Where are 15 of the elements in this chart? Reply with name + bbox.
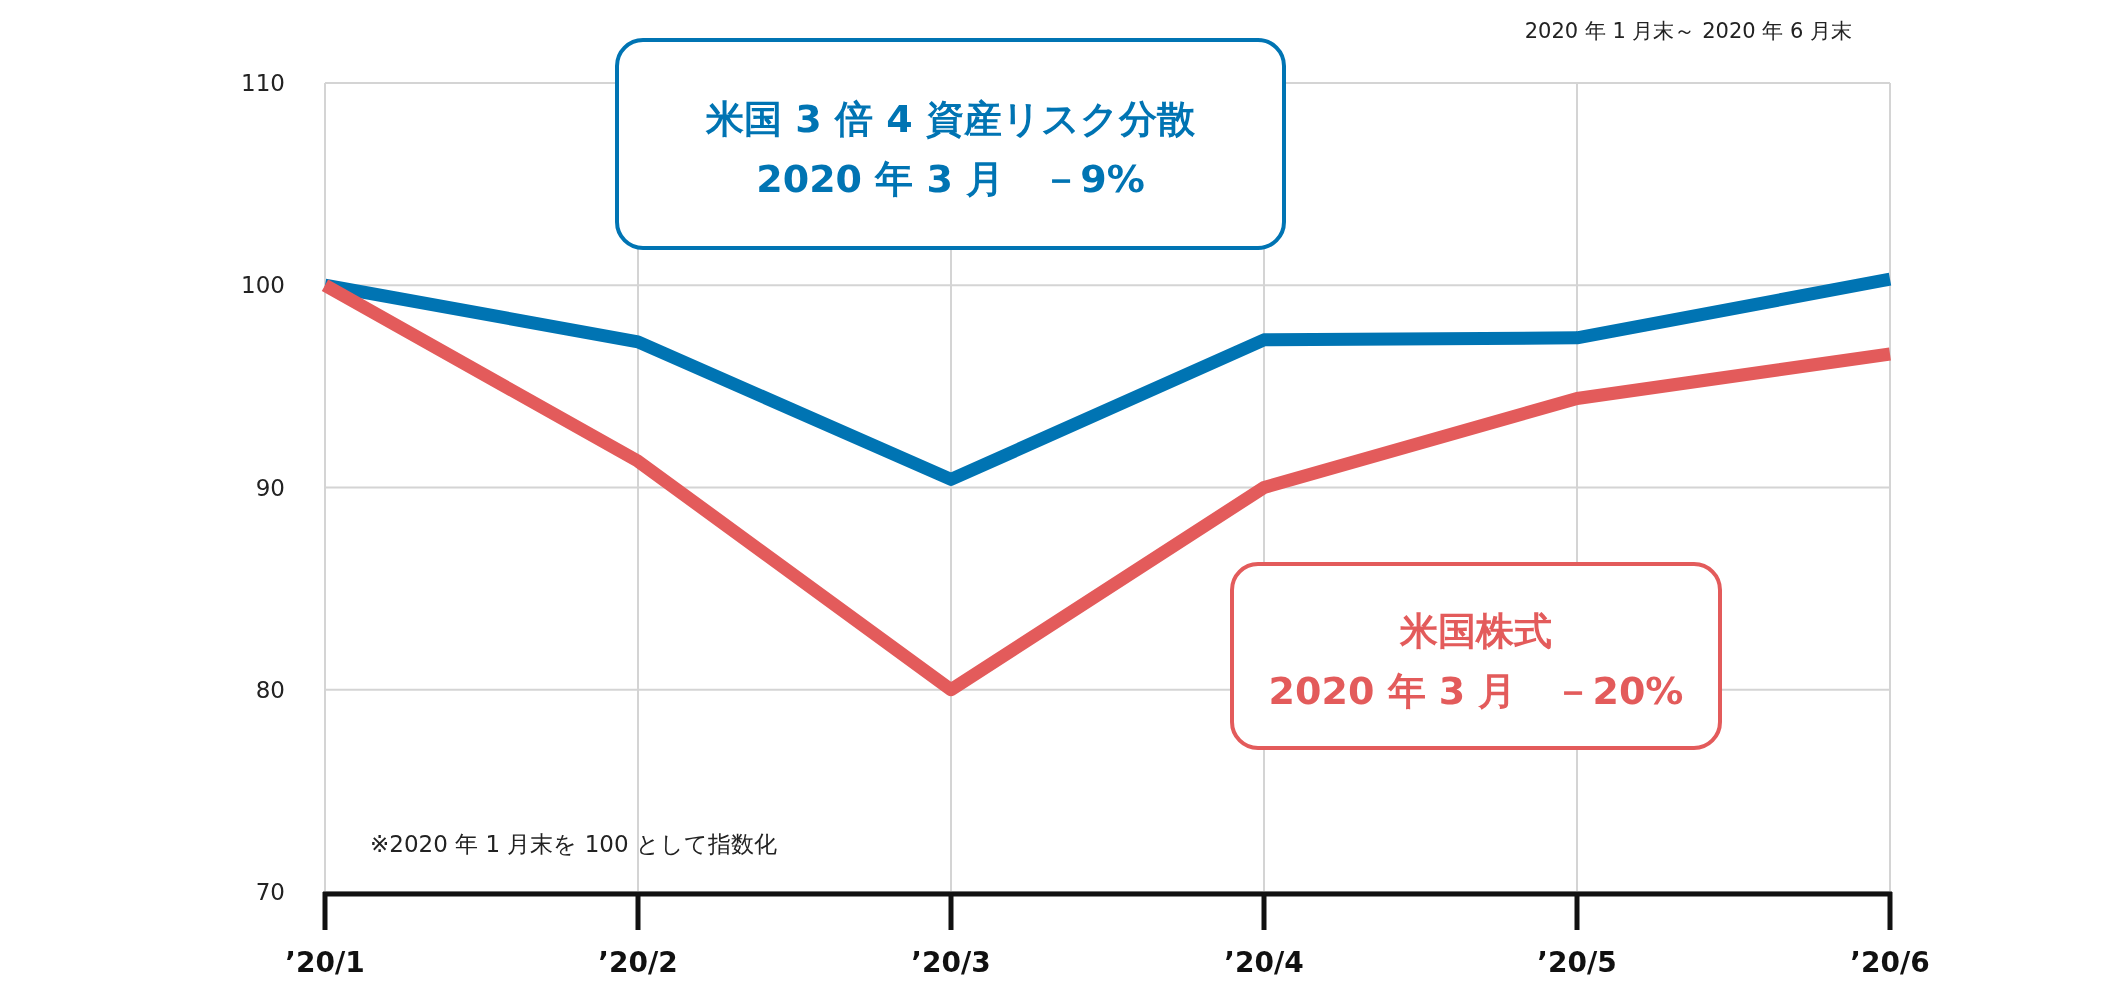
annotation: 2020 年 3 月 －20%: [1268, 669, 1684, 713]
x-tick-label: ’20/6: [1850, 946, 1930, 979]
y-tick-label: 100: [241, 272, 285, 299]
x-tick-label: ’20/1: [285, 946, 365, 979]
x-tick-label: ’20/4: [1224, 946, 1304, 979]
y-tick-label: 90: [255, 474, 285, 501]
annotation: 2020 年 3 月 －9%: [756, 157, 1145, 201]
y-tick-label: 80: [255, 676, 285, 703]
x-tick-label: ’20/5: [1537, 946, 1617, 979]
annotation: ※2020 年 1 月末を 100 として指数化: [370, 831, 777, 857]
x-tick-label: ’20/2: [598, 946, 678, 979]
y-tick-label: 70: [255, 879, 285, 905]
y-tick-label: 110: [241, 70, 285, 96]
chart-subtitle: 2020 年 1 月末～ 2020 年 6 月末: [1524, 19, 1852, 43]
x-tick-label: ’20/3: [911, 946, 991, 979]
